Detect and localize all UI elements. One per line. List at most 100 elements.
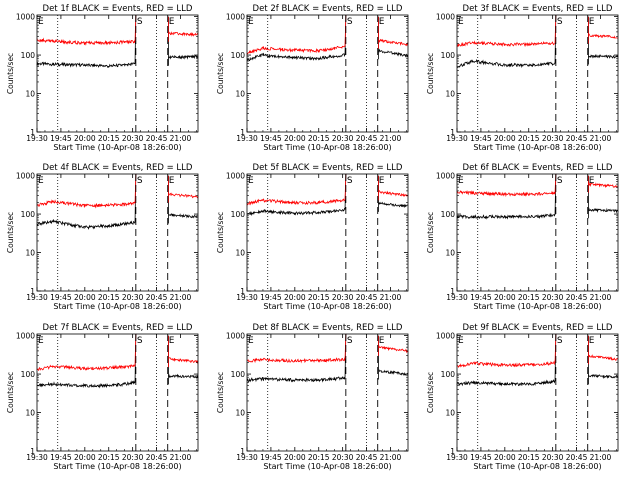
marker-label-e: E bbox=[38, 336, 44, 346]
series-lld-line-after bbox=[588, 33, 619, 39]
series-lld-line bbox=[456, 360, 556, 369]
x-tick-label: 21:00 bbox=[170, 293, 192, 302]
y-axis-label: Counts/sec bbox=[6, 212, 15, 253]
x-tick-label: 19:30 bbox=[236, 453, 258, 462]
series-events-line bbox=[246, 376, 346, 383]
marker-label-e: E bbox=[248, 17, 254, 27]
x-tick-label: 19:30 bbox=[26, 453, 48, 462]
series-lld-line bbox=[246, 45, 346, 55]
marker-label-e: E bbox=[38, 17, 44, 27]
y-tick-label: 100 bbox=[21, 370, 36, 379]
chart-title: Det 6f BLACK = Events, RED = LLD bbox=[463, 163, 613, 173]
x-tick-label: 20:15 bbox=[308, 134, 330, 143]
x-tick-label: 20:30 bbox=[332, 453, 354, 462]
chart-panel-5: Det 5f BLACK = Events, RED = LLD E S E 1 10 10… bbox=[216, 163, 409, 311]
x-tick-label: 20:45 bbox=[356, 293, 378, 302]
x-axis-label: Start Time (10-Apr-08 18:26:00) bbox=[263, 143, 391, 152]
marker-label-e: E bbox=[169, 176, 175, 186]
x-tick-label: 19:45 bbox=[260, 293, 282, 302]
plot-frame bbox=[456, 173, 619, 292]
x-tick-label: 20:30 bbox=[332, 293, 354, 302]
y-tick-label: 1 bbox=[240, 287, 245, 296]
marker-label-s: S bbox=[557, 176, 563, 186]
marker-label-s: S bbox=[347, 336, 353, 346]
series-lld-line bbox=[36, 364, 136, 372]
x-tick-label: 20:30 bbox=[122, 134, 144, 143]
marker-label-e: E bbox=[458, 336, 464, 346]
series-lld-line-after bbox=[168, 31, 199, 38]
x-tick-label: 21:00 bbox=[590, 293, 612, 302]
y-axis-label: Counts/sec bbox=[216, 53, 225, 94]
x-tick-label: 20:15 bbox=[518, 134, 540, 143]
series-lld-line-after bbox=[168, 357, 199, 365]
marker-label-e: E bbox=[589, 17, 595, 27]
x-tick-label: 20:15 bbox=[308, 453, 330, 462]
series-events-line-after bbox=[588, 207, 619, 214]
chart-panel-6: Det 6f BLACK = Events, RED = LLD E S E 1 10 10… bbox=[426, 163, 619, 311]
x-tick-label: 19:45 bbox=[470, 134, 492, 143]
x-tick-label: 20:00 bbox=[284, 134, 306, 143]
x-tick-label: 19:45 bbox=[260, 453, 282, 462]
y-tick-label: 10 bbox=[445, 90, 455, 99]
series-events-line bbox=[456, 212, 556, 220]
y-tick-label: 1000 bbox=[226, 13, 245, 22]
y-tick-label: 1000 bbox=[436, 332, 455, 341]
y-tick-label: 1000 bbox=[226, 332, 245, 341]
x-tick-label: 20:00 bbox=[74, 134, 96, 143]
x-tick-label: 20:00 bbox=[284, 293, 306, 302]
chart-panel-7: Det 7f BLACK = Events, RED = LLD E S E 1 10 10… bbox=[6, 323, 199, 471]
y-tick-label: 100 bbox=[21, 51, 36, 60]
y-axis-label: Counts/sec bbox=[6, 53, 15, 94]
x-tick-label: 20:15 bbox=[98, 293, 120, 302]
x-axis-label: Start Time (10-Apr-08 18:26:00) bbox=[263, 302, 391, 311]
x-tick-label: 19:30 bbox=[26, 293, 48, 302]
y-tick-label: 100 bbox=[21, 210, 36, 219]
series-lld-line-after bbox=[588, 354, 619, 362]
x-tick-label: 19:45 bbox=[470, 293, 492, 302]
series-events-line bbox=[456, 379, 556, 387]
x-tick-label: 21:00 bbox=[380, 134, 402, 143]
series-lld-line-after bbox=[378, 190, 409, 197]
x-tick-label: 20:00 bbox=[284, 453, 306, 462]
x-tick-label: 19:45 bbox=[50, 453, 72, 462]
x-tick-label: 20:00 bbox=[494, 293, 516, 302]
y-tick-label: 10 bbox=[235, 409, 245, 418]
chart-panel-4: Det 4f BLACK = Events, RED = LLD E S E 1 10 10… bbox=[6, 163, 199, 311]
series-lld-line bbox=[457, 40, 556, 48]
x-axis-label: Start Time (10-Apr-08 18:26:00) bbox=[473, 302, 601, 311]
series-events-line bbox=[246, 52, 346, 62]
x-tick-label: 19:30 bbox=[446, 453, 468, 462]
series-events-line-after bbox=[378, 201, 409, 209]
series-events-line-after bbox=[168, 54, 199, 60]
x-tick-label: 20:15 bbox=[308, 293, 330, 302]
series-events-line bbox=[36, 219, 136, 230]
marker-label-e: E bbox=[589, 176, 595, 186]
chart-title: Det 2f BLACK = Events, RED = LLD bbox=[253, 4, 403, 14]
chart-panel-1: Det 1f BLACK = Events, RED = LLD E S E 1 10 10… bbox=[6, 4, 199, 152]
marker-label-e: E bbox=[248, 336, 254, 346]
marker-label-e: E bbox=[379, 17, 385, 27]
x-tick-label: 21:00 bbox=[170, 453, 192, 462]
x-tick-label: 19:45 bbox=[50, 293, 72, 302]
series-events-line-after bbox=[588, 373, 619, 379]
plot-frame bbox=[36, 333, 199, 452]
x-tick-label: 20:30 bbox=[122, 293, 144, 302]
y-tick-label: 1000 bbox=[436, 13, 455, 22]
chart-title: Det 3f BLACK = Events, RED = LLD bbox=[463, 4, 613, 14]
y-tick-label: 100 bbox=[441, 51, 456, 60]
chart-title: Det 4f BLACK = Events, RED = LLD bbox=[43, 163, 193, 173]
y-tick-label: 1000 bbox=[16, 13, 35, 22]
y-axis-label: Counts/sec bbox=[6, 372, 15, 413]
y-tick-label: 10 bbox=[445, 409, 455, 418]
x-tick-label: 20:30 bbox=[542, 453, 564, 462]
x-tick-label: 20:00 bbox=[494, 134, 516, 143]
x-axis-label: Start Time (10-Apr-08 18:26:00) bbox=[263, 462, 391, 471]
x-tick-label: 21:00 bbox=[590, 453, 612, 462]
chart-panel-3: Det 3f BLACK = Events, RED = LLD E S E 1 10 10… bbox=[426, 4, 619, 152]
y-tick-label: 10 bbox=[25, 90, 35, 99]
series-events-line bbox=[36, 380, 136, 389]
series-lld-line-after bbox=[588, 182, 619, 189]
plot-frame bbox=[246, 173, 409, 292]
series-events-line bbox=[36, 61, 136, 69]
y-tick-label: 1000 bbox=[436, 172, 455, 181]
